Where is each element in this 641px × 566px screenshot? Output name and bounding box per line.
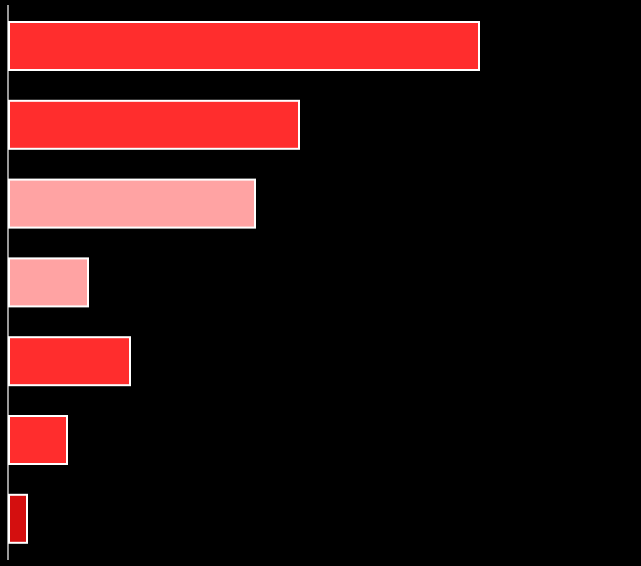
bar xyxy=(8,99,300,150)
bar xyxy=(8,178,256,229)
bar xyxy=(8,336,131,387)
bar xyxy=(8,415,68,465)
bar xyxy=(8,493,28,544)
bar xyxy=(8,257,89,308)
bar xyxy=(8,21,480,71)
